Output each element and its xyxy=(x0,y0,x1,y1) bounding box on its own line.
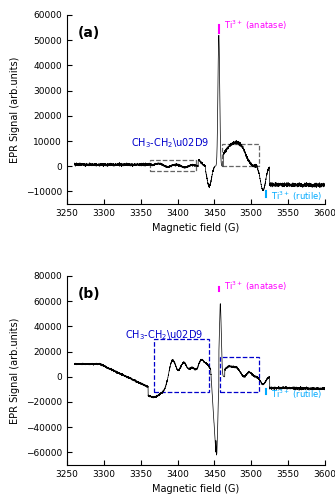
Bar xyxy=(150,160,196,172)
Bar xyxy=(222,144,259,167)
Bar xyxy=(154,339,209,392)
Bar xyxy=(220,356,259,392)
Text: Ti$^{3+}$ (rutile): Ti$^{3+}$ (rutile) xyxy=(271,388,322,401)
Y-axis label: EPR Signal (arb.units): EPR Signal (arb.units) xyxy=(10,318,20,424)
Text: (a): (a) xyxy=(77,26,99,40)
Text: Ti$^{3+}$ (rutile): Ti$^{3+}$ (rutile) xyxy=(271,190,322,203)
X-axis label: Magnetic field (G): Magnetic field (G) xyxy=(152,484,240,494)
Text: Ti$^{3+}$ (anatase): Ti$^{3+}$ (anatase) xyxy=(224,18,287,32)
Text: (b): (b) xyxy=(77,288,100,302)
Y-axis label: EPR Signal (arb.units): EPR Signal (arb.units) xyxy=(10,56,20,162)
Text: Ti$^{3+}$ (anatase): Ti$^{3+}$ (anatase) xyxy=(224,280,287,293)
Text: CH$_3$-CH$_2$\u02D9: CH$_3$-CH$_2$\u02D9 xyxy=(125,328,203,342)
X-axis label: Magnetic field (G): Magnetic field (G) xyxy=(152,224,240,234)
Text: CH$_3$-CH$_2$\u02D9: CH$_3$-CH$_2$\u02D9 xyxy=(131,136,209,150)
